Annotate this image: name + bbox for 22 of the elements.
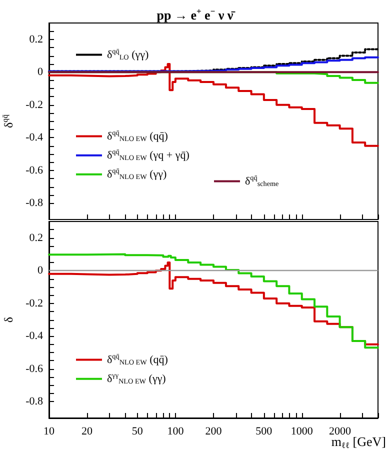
y-tick-label: 0.2 [29, 33, 43, 46]
y-tick-label: 0 [38, 264, 44, 277]
y-tick-label: -0.4 [26, 330, 44, 342]
y-tick-label: -0.8 [26, 197, 44, 210]
x-tick-label: 1000 [290, 426, 314, 438]
x-tick-label: 100 [167, 426, 184, 438]
y-tick-label: 0.2 [29, 232, 43, 244]
x-tick-label: 50 [132, 426, 144, 438]
x-tick-label: 10 [44, 426, 55, 438]
y-tick-label: -0.4 [26, 132, 44, 144]
x-tick-label: 500 [256, 426, 273, 438]
y-tick-label: -0.8 [26, 396, 44, 408]
chart-title: pp → e+ e− ν ν̄ [156, 6, 236, 22]
y-axis-title: δ [2, 316, 16, 323]
y-tick-label: -0.6 [26, 164, 44, 176]
x-tick-label: 200 [205, 426, 222, 438]
y-tick-label: -0.6 [26, 362, 44, 375]
y-tick-label: -0.2 [26, 297, 43, 310]
y-tick-label: 0 [38, 66, 44, 78]
y-tick-label: -0.2 [26, 98, 43, 111]
x-tick-label: 20 [82, 426, 94, 438]
x-tick-label: 2000 [328, 426, 352, 438]
